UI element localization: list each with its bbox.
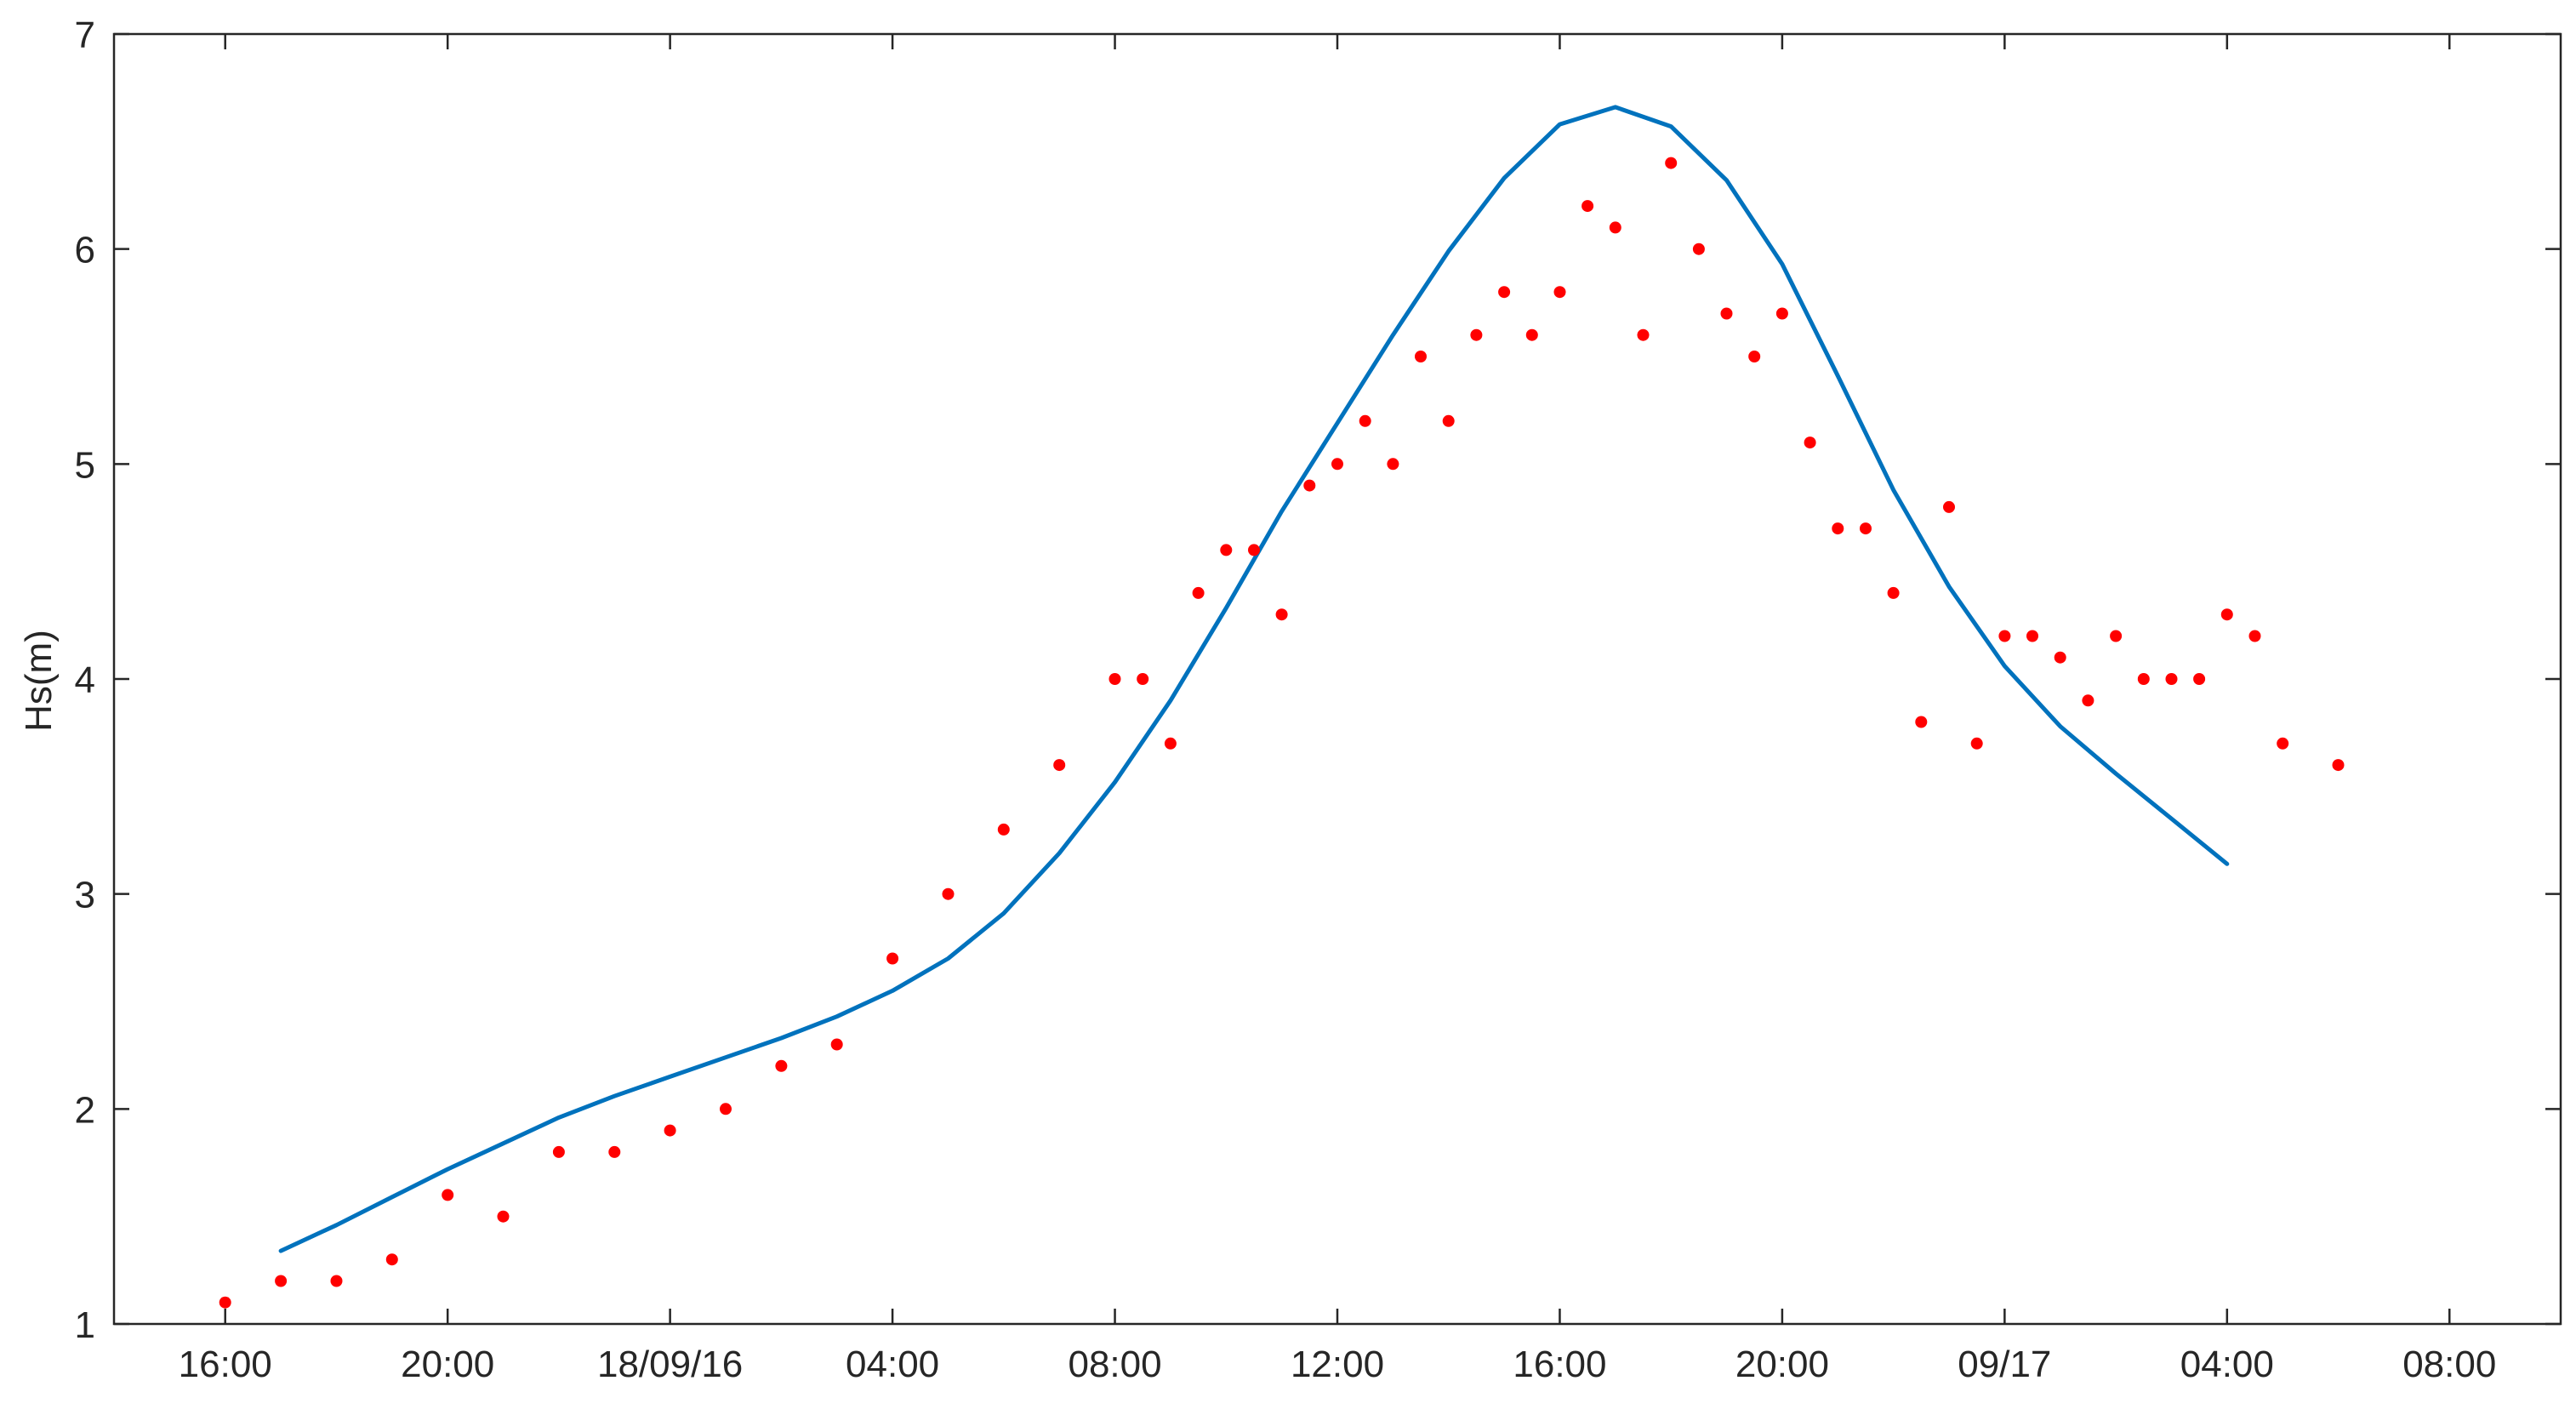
data-point <box>1970 737 1983 750</box>
x-tick-label: 09/17 <box>1958 1344 2051 1385</box>
y-tick-label: 2 <box>75 1089 95 1131</box>
data-point <box>1915 716 1928 728</box>
x-tick-label: 04:00 <box>2180 1344 2274 1385</box>
data-point <box>219 1296 231 1309</box>
data-point <box>2277 737 2289 750</box>
data-point <box>1303 479 1316 492</box>
data-point <box>664 1124 676 1137</box>
data-point <box>1887 586 1900 599</box>
data-point <box>1775 307 1788 320</box>
data-point <box>608 1145 621 1158</box>
data-point <box>1665 157 1678 169</box>
data-point <box>2110 630 2123 642</box>
axes-layer: 1 2 3 4 5 6 7 16:00 20:00 18/09/16 04:00 08:00 12:00… <box>75 14 2562 1385</box>
data-point <box>1998 630 2011 642</box>
data-point <box>1637 328 1650 341</box>
data-point <box>1275 608 1288 621</box>
data-point <box>1748 351 1761 362</box>
y-tick-label: 4 <box>75 659 95 701</box>
data-point <box>2248 630 2261 642</box>
data-point <box>830 1038 843 1051</box>
data-point <box>1498 286 1511 299</box>
data-point <box>2026 630 2038 642</box>
data-point <box>2193 673 2206 685</box>
data-point <box>886 952 899 965</box>
data-point <box>2137 673 2150 685</box>
y-tick-label: 7 <box>75 14 95 56</box>
x-tick-label: 04:00 <box>846 1344 939 1385</box>
data-point <box>2332 759 2345 772</box>
series-layer <box>219 105 2345 1309</box>
data-point <box>1415 351 1427 362</box>
data-point <box>942 887 955 900</box>
data-point <box>1248 544 1260 556</box>
data-point <box>385 1253 398 1266</box>
data-point <box>1137 673 1149 685</box>
data-point <box>1331 458 1343 471</box>
x-tick-label: 08:00 <box>1068 1344 1161 1385</box>
data-point <box>2082 694 2094 707</box>
y-tick-label: 5 <box>75 444 95 486</box>
data-point <box>1387 458 1399 471</box>
x-tick-label: 20:00 <box>1735 1344 1829 1385</box>
x-tick-label: 16:00 <box>1513 1344 1606 1385</box>
data-point <box>2220 608 2233 621</box>
data-point <box>442 1189 454 1201</box>
data-point <box>1832 522 1844 535</box>
data-point <box>1720 307 1733 320</box>
y-axis-label: Hs(m) <box>18 630 60 732</box>
plot-background <box>114 34 2561 1324</box>
data-point <box>2054 651 2066 664</box>
data-point <box>1860 522 1872 535</box>
data-point <box>1692 242 1705 255</box>
data-point <box>720 1103 732 1115</box>
data-point <box>552 1145 565 1158</box>
plot-area <box>114 34 2561 1324</box>
y-tick-label: 6 <box>75 230 95 271</box>
data-point <box>1108 673 1121 685</box>
x-tick-label: 08:00 <box>2402 1344 2496 1385</box>
data-point <box>1943 500 1955 513</box>
data-point <box>1470 328 1483 341</box>
x-tick-label: 16:00 <box>179 1344 272 1385</box>
data-point <box>1359 414 1371 427</box>
data-point <box>497 1210 510 1223</box>
data-point <box>1525 328 1538 341</box>
data-point <box>1053 759 1066 772</box>
data-point <box>1164 737 1177 750</box>
data-point <box>775 1059 788 1072</box>
data-point <box>330 1275 343 1287</box>
data-point <box>1609 221 1621 234</box>
data-point <box>1442 414 1455 427</box>
x-tick-label: 18/09/16 <box>597 1344 743 1385</box>
data-point <box>1804 436 1816 449</box>
y-tick-label: 1 <box>75 1304 95 1346</box>
data-point <box>1192 586 1205 599</box>
data-point <box>2165 673 2178 685</box>
data-point <box>1553 286 1566 299</box>
y-tick-label: 3 <box>75 875 95 916</box>
data-point <box>997 823 1010 836</box>
data-point <box>1220 544 1233 556</box>
data-point <box>275 1275 288 1287</box>
x-tick-label: 20:00 <box>401 1344 494 1385</box>
series-line <box>278 105 2230 1253</box>
x-tick-label: 12:00 <box>1291 1344 1384 1385</box>
data-point <box>1582 200 1594 213</box>
